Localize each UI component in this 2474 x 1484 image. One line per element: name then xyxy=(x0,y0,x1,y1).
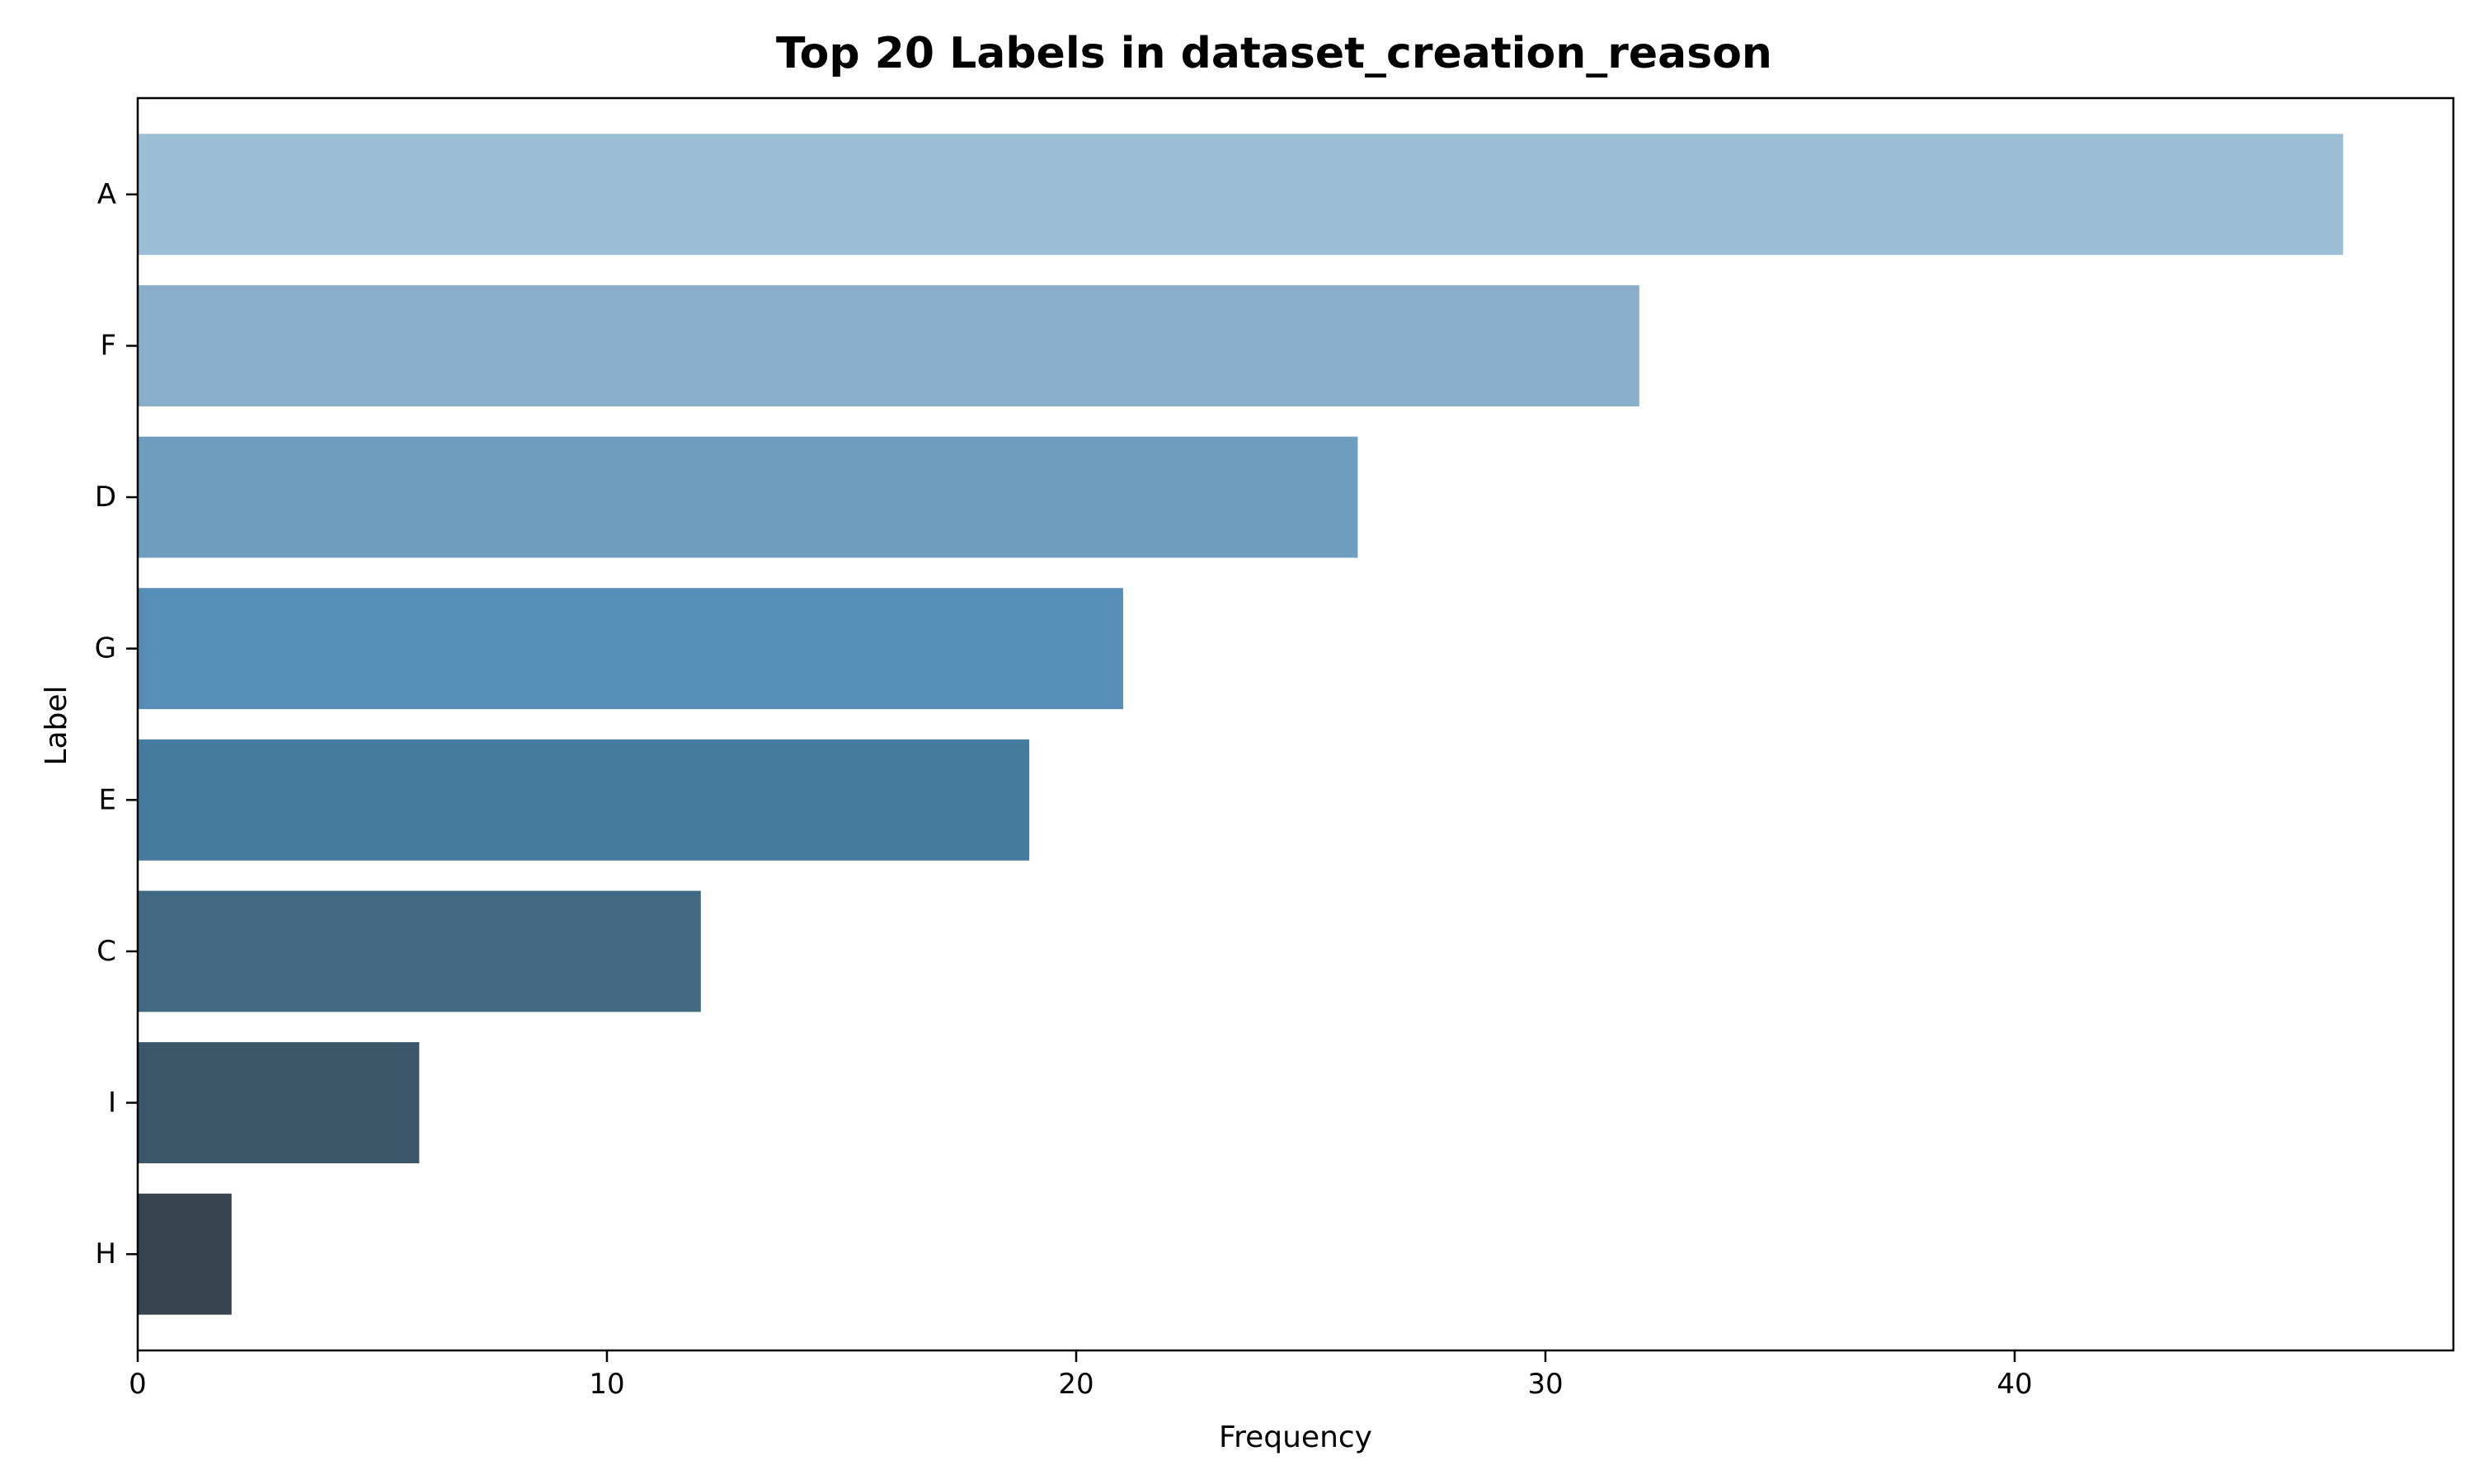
y-tick-label: I xyxy=(108,1087,116,1120)
bar-h xyxy=(138,1193,232,1315)
y-axis: A F D G E C I H xyxy=(95,178,138,1270)
y-tick-label: G xyxy=(95,632,116,665)
x-tick-label: 0 xyxy=(129,1368,147,1401)
chart-title: Top 20 Labels in dataset_creation_reason xyxy=(776,29,1772,78)
bars-layer xyxy=(138,134,2344,1315)
y-tick-label: H xyxy=(95,1237,116,1270)
y-tick-label: A xyxy=(97,178,116,211)
bar-i xyxy=(138,1042,420,1164)
x-axis-label: Frequency xyxy=(1219,1421,1372,1454)
bar-c xyxy=(138,890,701,1012)
y-tick-label: F xyxy=(100,329,116,362)
bar-d xyxy=(138,436,1358,558)
plot-frame xyxy=(136,96,2455,1352)
y-axis-label: Label xyxy=(40,685,73,765)
x-tick-label: 10 xyxy=(589,1368,624,1401)
x-tick-label: 40 xyxy=(1997,1368,2032,1401)
bar-f xyxy=(138,284,1639,406)
x-axis: 0 10 20 30 40 xyxy=(129,1350,2033,1401)
bar-g xyxy=(138,588,1123,710)
bar-a xyxy=(138,134,2344,256)
x-tick-label: 20 xyxy=(1058,1368,1094,1401)
y-tick-label: E xyxy=(99,783,116,816)
y-tick-label: D xyxy=(95,481,116,514)
bar-e xyxy=(138,739,1030,861)
x-tick-label: 30 xyxy=(1527,1368,1563,1401)
y-tick-label: C xyxy=(96,935,116,968)
